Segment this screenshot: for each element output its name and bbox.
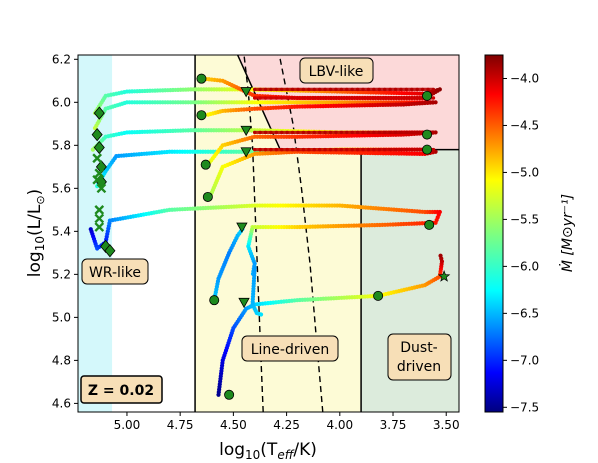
- circle-marker: [224, 389, 235, 400]
- circle-marker: [422, 129, 433, 140]
- triangle-marker: [240, 87, 252, 98]
- circle-marker: [209, 295, 220, 306]
- x-marker: [92, 174, 103, 185]
- x-marker-stroke: [94, 204, 105, 215]
- x-marker: [92, 153, 103, 164]
- x-marker: [94, 213, 105, 224]
- x-marker-stroke: [92, 174, 103, 185]
- diamond-marker: [104, 244, 116, 258]
- x-axis-label: log10(Teff/K): [219, 440, 317, 462]
- track-3: [92, 100, 438, 131]
- y-tick-label: 5.8: [52, 138, 71, 152]
- dust-driven-text-2: driven: [397, 359, 441, 375]
- dust-driven-text-1: Dust-: [400, 340, 438, 356]
- x-marker-stroke: [94, 222, 105, 232]
- metallicity-text: Z = 0.02: [88, 383, 154, 399]
- y-tick-label: 5.2: [52, 267, 71, 281]
- star-marker: [437, 270, 451, 282]
- x-marker: [94, 222, 105, 232]
- x-axis-ticks: 5.00 4.75 4.50 4.25 4.00 3.75 3.50: [114, 412, 460, 432]
- x-tick-label: 3.50: [433, 418, 460, 432]
- x-tick-label: 4.75: [167, 418, 194, 432]
- colorbar-label: Ṁ [M⊙yr⁻¹]: [558, 194, 576, 272]
- x-tick-label: 4.50: [220, 418, 247, 432]
- colorbar-tick-label: −7.0: [510, 353, 539, 367]
- track-0: [88, 203, 442, 277]
- circle-marker: [422, 144, 433, 155]
- colorbar-tick-label: −5.5: [510, 212, 539, 226]
- line-driven-label: Line-driven: [241, 335, 339, 362]
- circle-marker: [373, 290, 384, 301]
- track-5: [216, 253, 445, 397]
- line-driven-text: Line-driven: [251, 342, 330, 358]
- colorbar-tick-label: −6.0: [510, 259, 539, 273]
- circle-marker: [200, 159, 211, 170]
- x-marker: [94, 204, 105, 215]
- track-7: [250, 265, 264, 317]
- triangle-marker: [240, 125, 252, 137]
- track-point: [258, 312, 264, 317]
- wr-like-text: WR-like: [89, 265, 141, 281]
- colorbar-tick-label: −5.0: [510, 165, 539, 179]
- diamond-marker: [93, 140, 105, 155]
- y-tick-label: 6.0: [52, 95, 71, 109]
- circle-marker: [422, 90, 433, 101]
- x-tick-label: 4.25: [273, 418, 300, 432]
- y-tick-label: 5.6: [52, 181, 71, 195]
- track-point: [438, 253, 443, 258]
- y-tick-label: 5.4: [52, 224, 71, 238]
- y-tick-label: 5.0: [52, 310, 71, 324]
- colorbar-tick-label: −4.0: [510, 71, 539, 85]
- x-marker-stroke: [96, 183, 107, 194]
- x-marker-stroke: [92, 153, 103, 164]
- colorbar: [484, 54, 504, 413]
- region-shading: [78, 55, 459, 412]
- circle-marker: [202, 191, 213, 202]
- y-axis-label: log10(L/L⊙): [25, 189, 47, 277]
- x-tick-label: 3.75: [380, 418, 407, 432]
- x-marker: [96, 183, 107, 194]
- triangle-marker: [240, 147, 252, 158]
- track-point: [206, 112, 211, 117]
- y-tick-label: 4.6: [52, 396, 71, 410]
- diamond-marker: [91, 127, 103, 142]
- dot-row-0: [252, 87, 436, 92]
- dot-row-2: [252, 130, 436, 135]
- x-marker-stroke: [94, 213, 105, 224]
- lbv-like-text: LBV-like: [309, 64, 364, 80]
- diamond-marker: [93, 106, 105, 120]
- circle-marker: [196, 73, 207, 84]
- wr-like-label: WR-like: [81, 258, 149, 285]
- colorbar-tick-label: −4.5: [510, 118, 539, 132]
- colorbar-tick-label: −7.5: [510, 400, 539, 414]
- x-marker: [94, 168, 105, 179]
- y-tick-label: 4.8: [52, 353, 71, 367]
- x-tick-label: 5.00: [114, 418, 141, 432]
- colorbar-tick-label: −6.5: [510, 306, 539, 320]
- triangle-marker: [238, 297, 250, 309]
- lbv-like-label: LBV-like: [299, 57, 374, 84]
- triangle-marker: [236, 222, 248, 233]
- y-tick-label: 6.2: [52, 52, 71, 66]
- circle-marker: [424, 219, 435, 230]
- metallicity-annotation: Z = 0.02: [80, 375, 163, 404]
- colorbar-ticks: −4.0 −4.5 −5.0 −5.5 −6.0 −6.5 −7.0 −7.5: [503, 71, 539, 414]
- plot-frame: [77, 54, 460, 413]
- x-tick-label: 4.00: [326, 418, 353, 432]
- lbv-dot-rows: [252, 87, 436, 152]
- dot-row-3: [252, 147, 436, 152]
- track-markers: [91, 73, 451, 400]
- dot-row-1: [252, 96, 436, 100]
- circle-marker: [196, 110, 207, 121]
- y-axis-ticks: 4.6 4.8 5.0 5.2 5.4 5.6 5.8 6.0 6.2: [52, 52, 78, 410]
- x-marker-stroke: [94, 168, 105, 179]
- dust-driven-label: Dust- driven: [387, 333, 452, 381]
